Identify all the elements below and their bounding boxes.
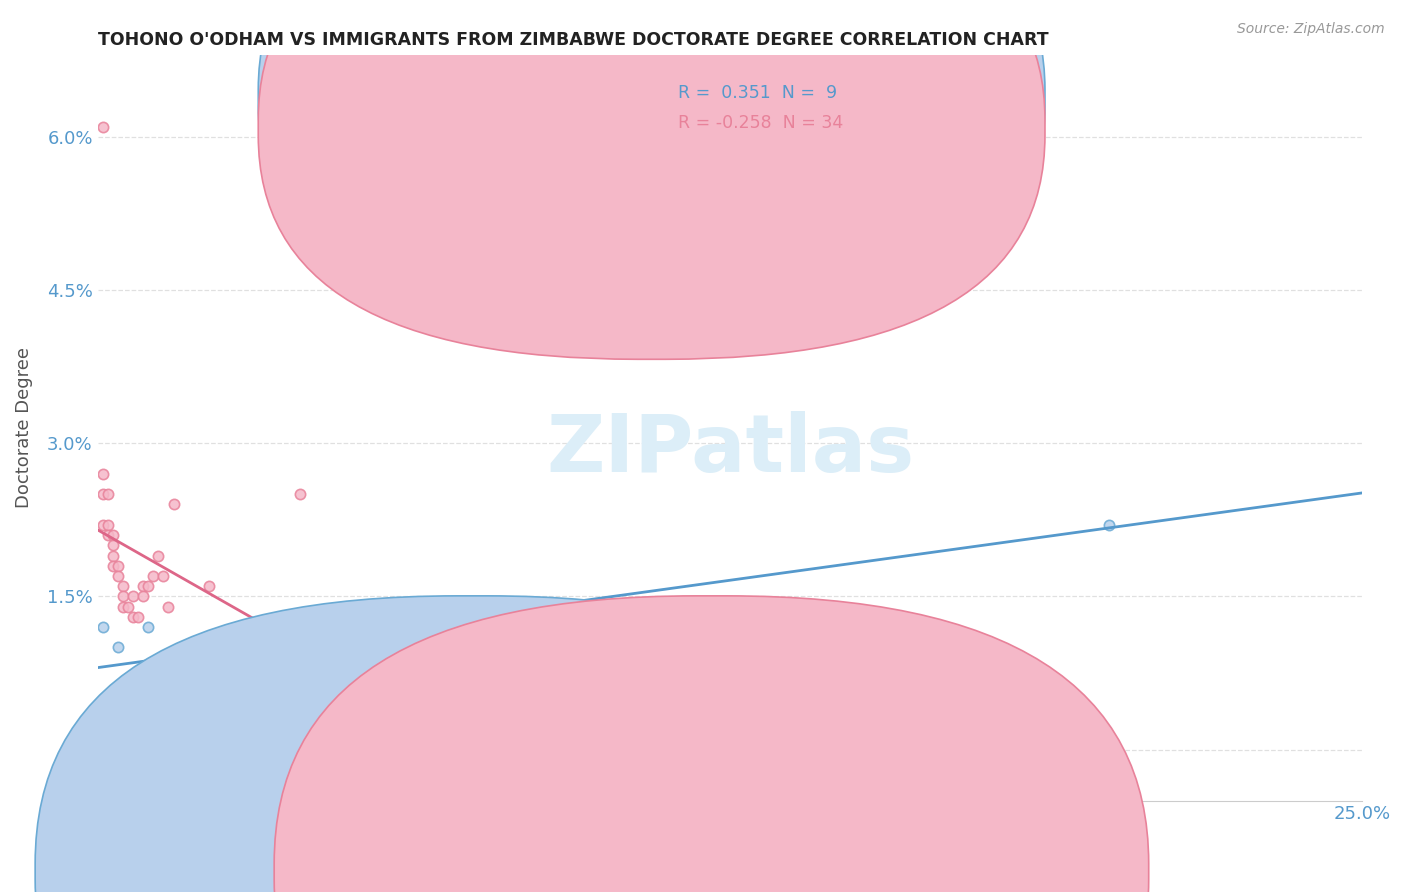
Text: R =  0.351  N =  9: R = 0.351 N = 9 (678, 84, 838, 103)
Text: Source: ZipAtlas.com: Source: ZipAtlas.com (1237, 22, 1385, 37)
Point (389, 671, 412, 685)
Text: Tohono O'odham: Tohono O'odham (506, 861, 652, 879)
Text: ZIPatlas: ZIPatlas (546, 411, 914, 489)
Point (101, 528, 124, 542)
Point (132, 590, 155, 604)
Point (91, 467, 114, 481)
Point (101, 549, 124, 563)
Point (198, 579, 221, 593)
Point (107, 569, 129, 583)
Point (177, 691, 200, 706)
Point (97, 528, 120, 542)
Point (122, 590, 145, 604)
Point (101, 538, 124, 552)
Point (111, 590, 134, 604)
Point (314, 671, 336, 685)
Point (127, 609, 149, 624)
FancyBboxPatch shape (259, 0, 1045, 359)
Point (157, 650, 180, 665)
Point (122, 671, 145, 685)
Point (157, 599, 180, 614)
Point (122, 609, 145, 624)
Point (111, 579, 134, 593)
Point (288, 487, 311, 501)
Point (136, 620, 159, 634)
Point (132, 579, 155, 593)
Point (212, 671, 235, 685)
Point (91, 487, 114, 501)
Point (97, 517, 120, 532)
Point (1098, 517, 1121, 532)
Point (208, 702, 231, 716)
Text: TOHONO O'ODHAM VS IMMIGRANTS FROM ZIMBABWE DOCTORATE DEGREE CORRELATION CHART: TOHONO O'ODHAM VS IMMIGRANTS FROM ZIMBAB… (98, 31, 1049, 49)
Point (148, 549, 170, 563)
Point (364, 599, 387, 614)
Point (91, 620, 114, 634)
Point (152, 569, 174, 583)
Point (136, 579, 159, 593)
Text: Immigrants from Zimbabwe: Immigrants from Zimbabwe (745, 861, 988, 879)
Point (238, 681, 260, 696)
Point (111, 599, 134, 614)
Point (91, 120, 114, 134)
Point (117, 599, 139, 614)
Point (107, 640, 129, 655)
Y-axis label: Doctorate Degree: Doctorate Degree (15, 347, 32, 508)
Point (107, 558, 129, 573)
Text: R = -0.258  N = 34: R = -0.258 N = 34 (678, 114, 844, 132)
Point (162, 498, 184, 512)
Point (101, 558, 124, 573)
Point (142, 569, 165, 583)
Point (97, 487, 120, 501)
FancyBboxPatch shape (610, 66, 889, 156)
Point (91, 517, 114, 532)
FancyBboxPatch shape (259, 0, 1045, 329)
